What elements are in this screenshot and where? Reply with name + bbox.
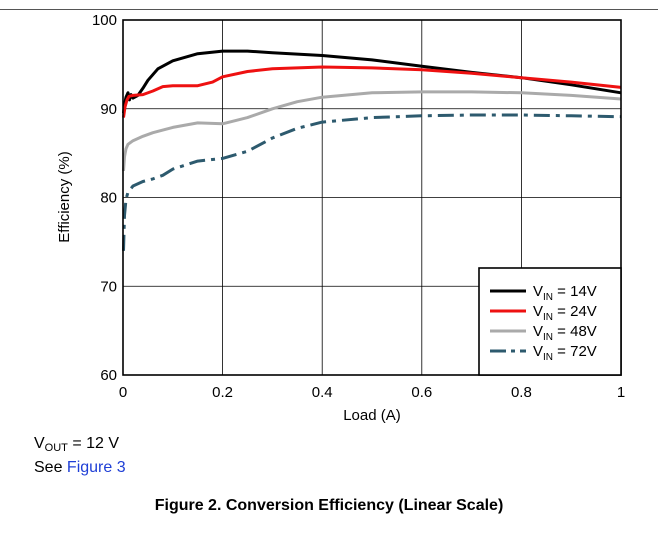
y-axis-label: Efficiency (%) [56, 151, 73, 242]
x-tick-label: 0 [119, 384, 127, 401]
x-tick-label: 0.4 [312, 384, 333, 401]
legend-entry-label: VIN = 14V [533, 283, 597, 303]
legend-box [478, 267, 622, 376]
top-rule [0, 9, 658, 10]
vout-value: = 12 V [67, 435, 120, 452]
legend-entry-label: VIN = 24V [533, 303, 597, 323]
series-line-2 [122, 65, 622, 118]
figure-3-link[interactable]: Figure 3 [66, 459, 126, 476]
x-tick-label: 0.8 [511, 384, 532, 401]
vout-symbol: V [34, 435, 45, 452]
y-tick-label: 80 [100, 190, 117, 207]
legend-entry-label: VIN = 72V [533, 343, 597, 363]
vout-subscript: OUT [44, 442, 68, 454]
y-tick-label: 70 [100, 278, 117, 295]
x-tick-label: 0.6 [411, 384, 432, 401]
y-tick-label: 60 [100, 367, 117, 384]
series-layer [122, 49, 622, 251]
plot-frame [122, 19, 622, 376]
figure-caption: Figure 2. Conversion Efficiency (Linear … [154, 497, 504, 514]
y-tick-label: 90 [100, 101, 117, 118]
tick-labels: 0 0.2 0.4 0.6 0.8 1 60 70 80 90 100 [92, 12, 625, 401]
efficiency-chart: 0 0.2 0.4 0.6 0.8 1 60 70 80 90 100 Load (A) Effic… [56, 12, 625, 424]
y-tick-label: 100 [92, 12, 117, 29]
see-prefix: See [34, 459, 67, 476]
grid-lines [123, 20, 621, 375]
series-line-4 [122, 113, 622, 251]
see-figure-note: See Figure 3 [34, 458, 126, 478]
vout-note: VOUT = 12 V [34, 434, 119, 458]
x-tick-label: 0.2 [212, 384, 233, 401]
legend-entry-label: VIN = 48V [533, 323, 597, 343]
x-tick-label: 1 [617, 384, 625, 401]
series-line-3 [122, 90, 622, 172]
x-axis-label: Load (A) [343, 407, 401, 424]
